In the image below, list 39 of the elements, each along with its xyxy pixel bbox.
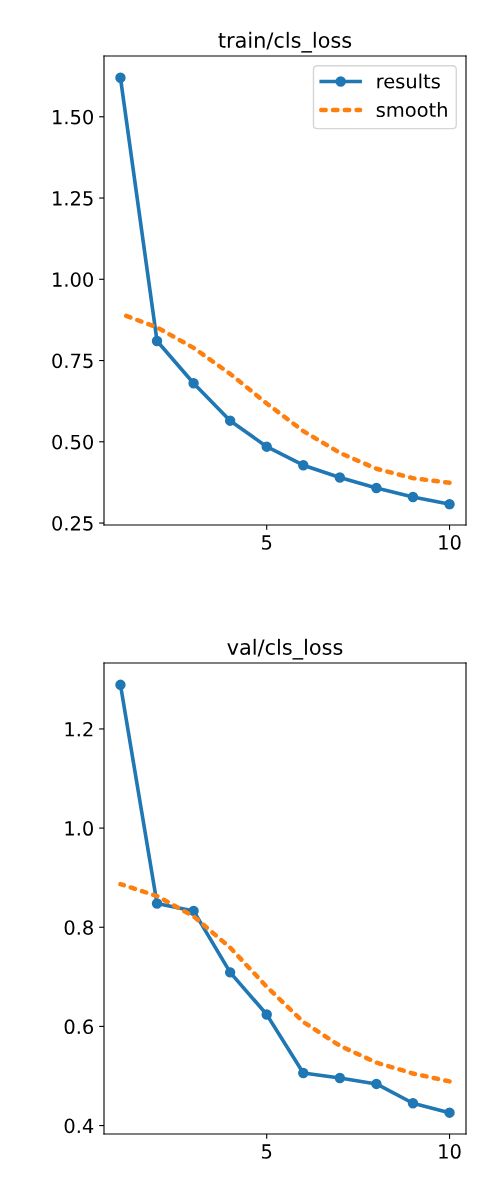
x-tick-label: 10 bbox=[439, 535, 461, 550]
point bbox=[444, 498, 455, 510]
point bbox=[407, 1098, 419, 1109]
chart-title: val/cls_loss bbox=[227, 638, 343, 660]
chart-title: train/cls_loss bbox=[218, 31, 352, 53]
y-tick-label: 0.4 bbox=[64, 1118, 94, 1134]
point bbox=[188, 905, 199, 917]
point bbox=[151, 898, 163, 909]
y-tick-label: 1.0 bbox=[65, 821, 93, 836]
y-tick-label: 0.8 bbox=[64, 920, 93, 935]
point bbox=[334, 472, 346, 483]
point bbox=[224, 967, 236, 978]
y-tick-label: 0.75 bbox=[52, 353, 93, 369]
point bbox=[407, 491, 419, 503]
point bbox=[334, 1072, 346, 1084]
y-tick-label: 1.2 bbox=[65, 721, 93, 737]
point bbox=[371, 1078, 382, 1090]
point bbox=[115, 72, 126, 83]
x-tick-label: 5 bbox=[262, 535, 272, 550]
legend-label: results bbox=[377, 73, 440, 89]
y-tick-label: 1.50 bbox=[53, 109, 93, 125]
point bbox=[224, 415, 236, 426]
point bbox=[115, 679, 126, 691]
point bbox=[151, 335, 163, 347]
point bbox=[261, 1009, 272, 1020]
x-tick-label: 10 bbox=[439, 1144, 461, 1159]
point bbox=[371, 482, 382, 494]
x-tick-label: 5 bbox=[262, 1144, 272, 1159]
point bbox=[298, 1067, 309, 1079]
y-tick-label: 0.6 bbox=[64, 1019, 94, 1035]
y-tick-label: 0.50 bbox=[52, 434, 93, 450]
point bbox=[261, 441, 272, 452]
y-tick-label: 1.25 bbox=[53, 190, 93, 206]
legend-label: smooth bbox=[376, 102, 447, 118]
y-tick-label: 1.00 bbox=[53, 272, 93, 287]
y-tick-label: 0.25 bbox=[52, 516, 93, 531]
point bbox=[444, 1107, 455, 1118]
point bbox=[188, 378, 199, 389]
point bbox=[298, 459, 309, 471]
